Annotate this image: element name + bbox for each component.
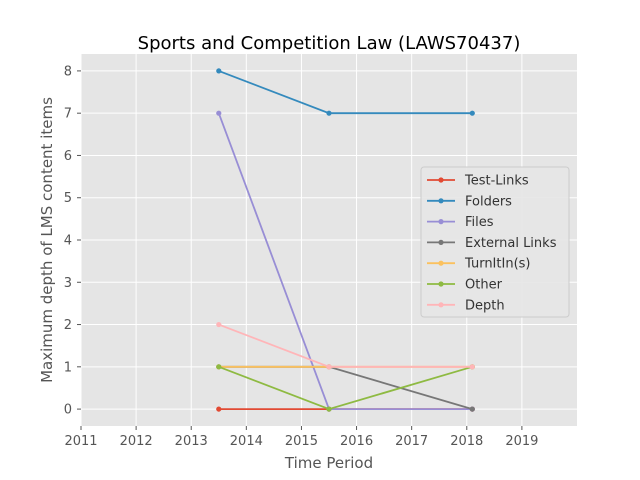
data-point — [216, 110, 222, 116]
x-tick-label: 2017 — [395, 434, 428, 449]
legend-label: Folders — [465, 194, 512, 209]
y-tick-label: 7 — [64, 107, 72, 122]
x-tick-label: 2016 — [340, 434, 373, 449]
legend-swatch-marker — [438, 239, 444, 245]
legend-label: Files — [465, 215, 494, 230]
series-depth — [216, 321, 475, 370]
legend-item: Test-Links — [427, 174, 529, 189]
x-tick-label: 2012 — [120, 434, 153, 449]
y-axis-title: Maximum depth of LMS content items — [38, 97, 56, 383]
x-axis-title: Time Period — [284, 454, 373, 472]
legend-swatch-marker — [438, 302, 444, 308]
series-folders — [216, 68, 475, 116]
legend: Test-Links Folders Files External Links Turn… — [420, 166, 570, 318]
y-axis-ticks: 0 1 2 3 4 5 6 7 8 — [64, 64, 81, 418]
data-point — [216, 321, 222, 328]
data-point — [469, 110, 475, 116]
x-tick-label: 2011 — [64, 434, 97, 449]
series-layer — [216, 68, 475, 412]
legend-label: External Links — [465, 236, 557, 251]
data-point — [216, 364, 222, 370]
legend-item: Folders — [427, 194, 512, 209]
chart-title: Sports and Competition Law (LAWS70437) — [138, 33, 521, 54]
x-tick-label: 2014 — [230, 434, 263, 449]
x-tick-label: 2019 — [505, 434, 538, 449]
legend-item: Depth — [427, 298, 505, 313]
x-tick-label: 2018 — [450, 434, 483, 449]
legend-swatch-marker — [438, 219, 444, 225]
legend-label: Other — [465, 278, 503, 293]
data-point — [326, 110, 332, 116]
data-point — [469, 364, 475, 370]
x-axis-ticks: 2011 2012 2013 2014 2015 2016 2017 2018 2019 — [64, 426, 538, 449]
legend-label: TurnItIn(s) — [464, 257, 530, 272]
y-tick-label: 5 — [64, 191, 72, 206]
data-point — [326, 406, 332, 412]
y-tick-label: 4 — [64, 234, 72, 249]
y-tick-label: 6 — [64, 149, 72, 164]
legend-item: TurnItIn(s) — [427, 257, 530, 272]
data-point — [216, 68, 222, 74]
legend-swatch-marker — [438, 281, 444, 287]
legend-swatch-marker — [438, 260, 444, 266]
data-point — [326, 364, 332, 370]
legend-swatch-marker — [438, 198, 444, 204]
y-tick-label: 3 — [64, 276, 72, 291]
y-tick-label: 2 — [64, 318, 72, 333]
legend-label: Depth — [465, 298, 505, 313]
legend-box — [420, 166, 570, 318]
legend-label: Test-Links — [464, 174, 529, 189]
legend-item: Other — [427, 278, 503, 293]
y-tick-label: 1 — [64, 360, 72, 375]
x-tick-label: 2013 — [175, 434, 208, 449]
y-tick-label: 8 — [64, 64, 72, 79]
y-tick-label: 0 — [64, 403, 72, 418]
x-tick-label: 2015 — [285, 434, 318, 449]
legend-item: External Links — [427, 236, 557, 251]
data-point — [469, 406, 475, 412]
legend-item: Files — [427, 215, 494, 230]
data-point — [216, 406, 222, 412]
legend-swatch-marker — [438, 177, 444, 183]
